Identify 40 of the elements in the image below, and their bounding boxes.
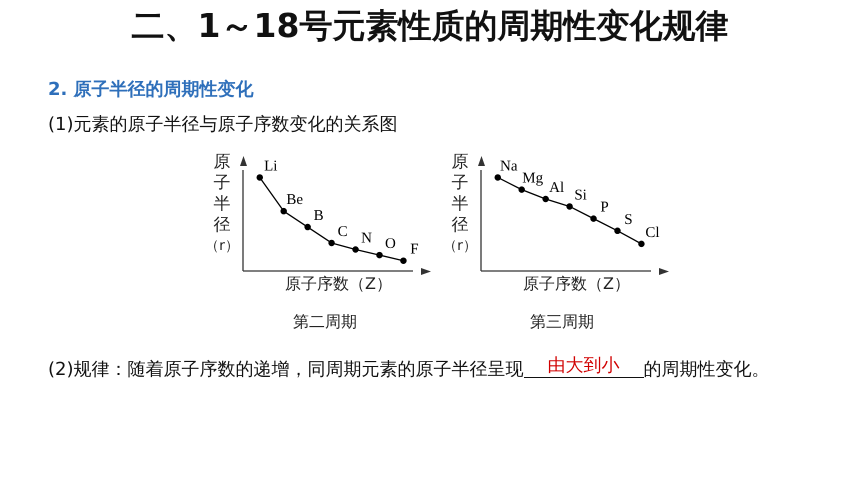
point [376, 252, 383, 258]
text: Na [500, 158, 518, 174]
point [566, 203, 573, 210]
annotation: Mg [522, 170, 544, 187]
annotation: Al [549, 180, 564, 196]
point [638, 240, 645, 248]
point [328, 240, 335, 246]
text: Li [264, 158, 278, 174]
point [280, 208, 287, 214]
x-axis-title: 原子序数（Z） [523, 274, 630, 295]
annotation: Be [286, 192, 304, 208]
point [590, 215, 597, 222]
y-axis-title: 原子半径（r） [443, 152, 477, 256]
annotation: B [314, 208, 324, 224]
point [256, 174, 264, 181]
point [352, 246, 359, 253]
point [304, 224, 311, 230]
annotation: P [600, 200, 609, 216]
text: (2)规律：随着原子序数的递增，同周期元素的原子半径呈现 [48, 359, 524, 380]
annotation: F [410, 242, 419, 258]
annotation: C [338, 224, 348, 240]
chart-title: 二、1～18号元素性质的周期性变化规律 [130, 5, 730, 47]
annotation: O [385, 236, 396, 252]
point [542, 196, 549, 202]
text: 第二周期 [293, 312, 357, 333]
point [614, 228, 621, 234]
text: 由大到小 [524, 355, 644, 378]
annotation: S [624, 212, 633, 228]
point [494, 174, 502, 181]
point [518, 186, 525, 193]
annotation: Si [574, 187, 587, 204]
text: 的周期性变化。 [644, 359, 770, 380]
text: 第三周期 [530, 312, 594, 333]
text: (1)元素的原子半径与原子序数变化的关系图 [48, 113, 398, 136]
x-axis-title: 原子序数（Z） [285, 274, 392, 295]
annotation: Cl [645, 224, 660, 241]
annotation: N [361, 230, 372, 246]
y-axis-title: 原子半径（r） [205, 152, 239, 256]
point [400, 257, 407, 264]
chart-subtitle: 2. 原子半径的周期性变化 [48, 78, 254, 101]
